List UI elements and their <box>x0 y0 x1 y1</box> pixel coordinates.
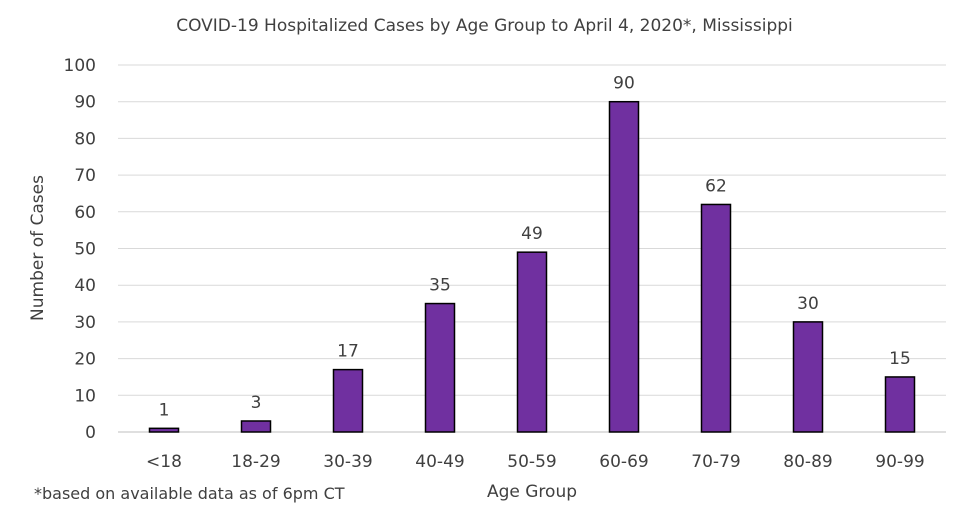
y-tick-label: 0 <box>85 423 96 443</box>
data-label: 17 <box>337 342 359 362</box>
footnote: *based on available data as of 6pm CT <box>34 484 345 503</box>
data-label: 62 <box>705 176 727 196</box>
y-axis-label: Number of Cases <box>28 175 48 321</box>
bar <box>332 368 364 433</box>
data-labels: 1 3 17 35 49 90 62 30 15 <box>159 74 911 421</box>
data-label: 90 <box>613 74 635 94</box>
x-tick-label: 18-29 <box>231 452 280 472</box>
x-tick-label: 40-49 <box>415 452 464 472</box>
data-label: 3 <box>251 393 262 413</box>
bar <box>240 420 272 433</box>
data-label: 1 <box>159 400 170 420</box>
bar <box>424 302 456 433</box>
y-tick-label: 50 <box>74 240 96 260</box>
y-tick-label: 60 <box>74 203 96 223</box>
y-tick-label: 20 <box>74 350 96 370</box>
data-label: 49 <box>521 224 543 244</box>
data-label: 35 <box>429 276 451 296</box>
y-tick-labels: 0 10 20 30 40 50 60 70 80 90 100 <box>64 56 96 443</box>
x-tick-label: 50-59 <box>507 452 556 472</box>
x-tick-label: 80-89 <box>783 452 832 472</box>
y-tick-label: 40 <box>74 276 96 296</box>
x-tick-label: 30-39 <box>323 452 372 472</box>
bars <box>148 100 916 433</box>
data-label: 15 <box>889 349 911 369</box>
bar <box>792 321 824 433</box>
y-tick-label: 10 <box>74 386 96 406</box>
bar <box>884 376 916 433</box>
x-axis-label: Age Group <box>487 482 577 502</box>
x-tick-label: 70-79 <box>691 452 740 472</box>
y-tick-label: 100 <box>64 56 96 76</box>
data-label: 30 <box>797 294 819 314</box>
x-tick-labels: <18 18-29 30-39 40-49 50-59 60-69 70-79 80-89 90… <box>146 452 925 472</box>
y-tick-label: 70 <box>74 166 96 186</box>
y-tick-label: 30 <box>74 313 96 333</box>
x-tick-label: <18 <box>146 452 182 472</box>
bar <box>516 251 548 433</box>
y-tick-label: 80 <box>74 129 96 149</box>
x-tick-label: 90-99 <box>875 452 924 472</box>
x-tick-label: 60-69 <box>599 452 648 472</box>
bar <box>608 100 640 433</box>
bar <box>148 427 180 433</box>
bar <box>700 203 732 433</box>
y-tick-label: 90 <box>74 93 96 113</box>
chart-title: COVID-19 Hospitalized Cases by Age Group… <box>176 16 793 36</box>
